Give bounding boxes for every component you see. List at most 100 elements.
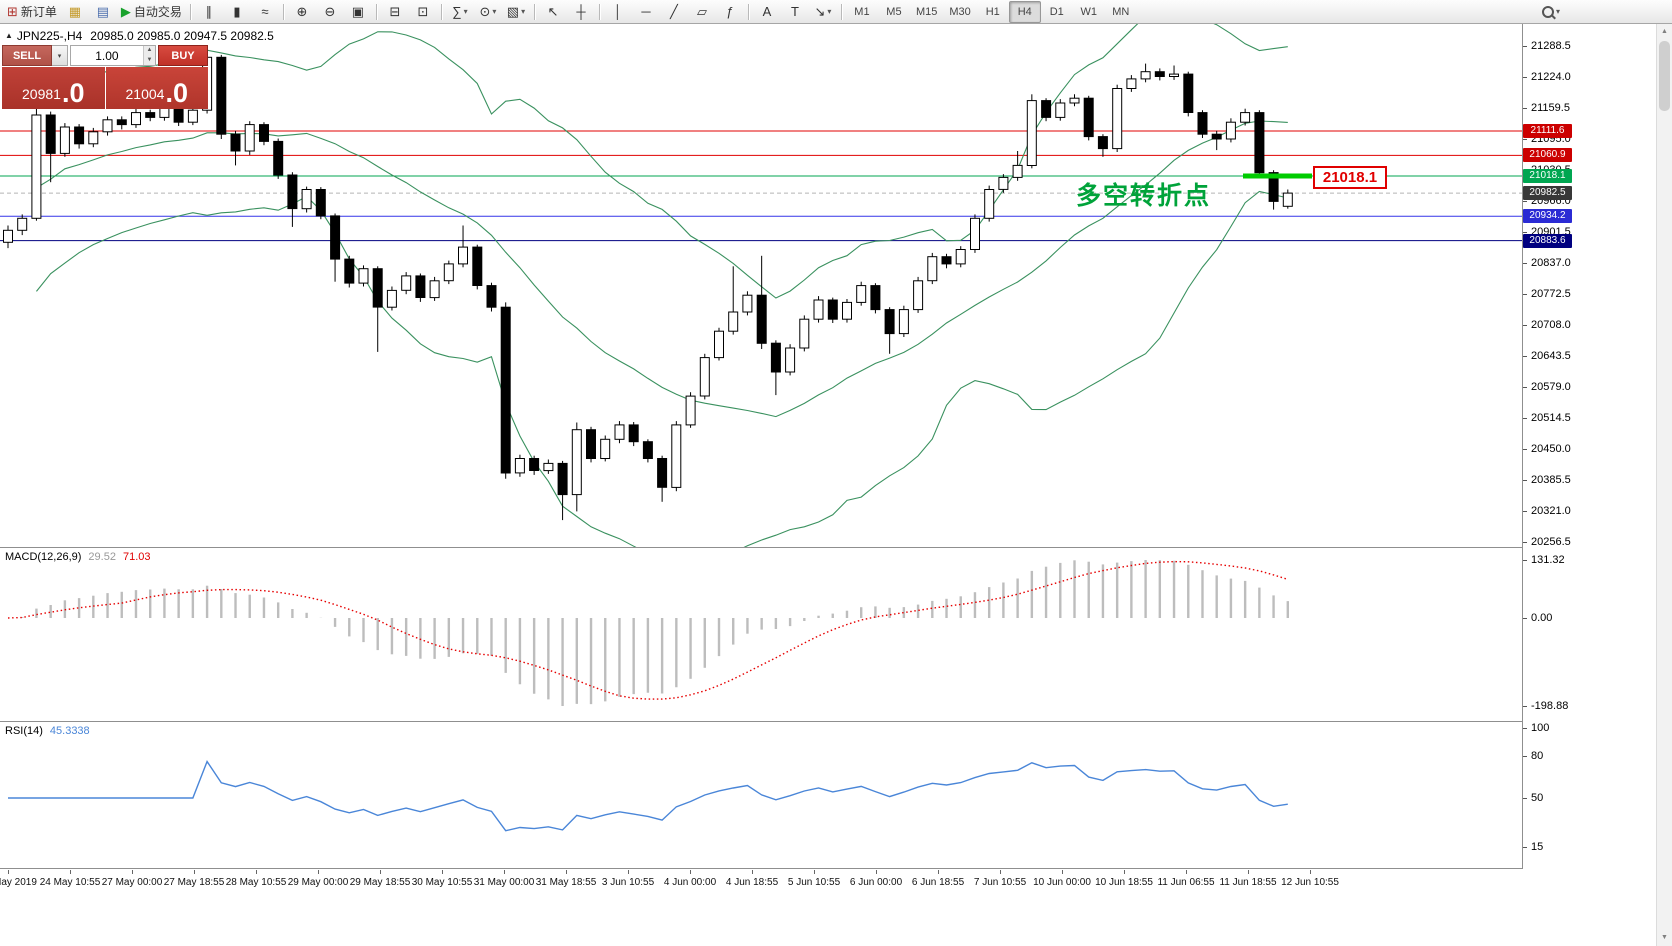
cascade-windows-button[interactable]: ⊟ xyxy=(381,1,409,23)
timeframe-mn-button[interactable]: MN xyxy=(1112,5,1130,18)
time-axis-tick xyxy=(132,870,133,874)
price-axis-tick xyxy=(1523,449,1527,450)
periods-button[interactable]: ⊙ ▾ xyxy=(474,1,502,23)
arrows-tool-button[interactable]: ↘ ▾ xyxy=(809,1,837,23)
macd-indicator-pane[interactable] xyxy=(0,548,1522,721)
horizontal-line-tool-icon: ─ xyxy=(641,4,651,19)
horizontal-line-tool-button[interactable]: ─ xyxy=(632,1,660,23)
timeframe-h1-button[interactable]: H1 xyxy=(985,5,1000,18)
time-axis-tick xyxy=(566,870,567,874)
main-toolbar: ⊞ 新订单 ▦ ▤ ▶ 自动交易 ∥ ▮ ≈ ⊕ ⊖ ▣ ⊟ ⊡ ∑ ▾ ⊙ ▾ ▧ ▾ ↖ ┼ │ ─ ╱ ▱ ƒ A T ↘ ▾ M1 M5… xyxy=(0,0,1672,24)
price-chart-pane[interactable] xyxy=(0,24,1522,547)
vertical-line-tool-button[interactable]: │ xyxy=(604,1,632,23)
volume-increase-button[interactable]: ▲ xyxy=(143,46,155,56)
price-axis[interactable]: 21288.521224.021159.521095.021030.520966… xyxy=(1523,24,1656,869)
cursor-icon: ↖ xyxy=(547,4,559,19)
scroll-up-button[interactable]: ▲ xyxy=(1661,28,1668,35)
timeframe-w1-button[interactable]: W1 xyxy=(1080,5,1098,18)
buy-price-display[interactable]: 21004.0 xyxy=(105,67,208,109)
bar-chart-mode-button[interactable]: ∥ xyxy=(195,1,223,23)
order-type-dropdown[interactable]: ▾ xyxy=(52,45,68,66)
toolbar-separator xyxy=(598,3,600,20)
fibonacci-tool-button[interactable]: ƒ xyxy=(716,1,744,23)
macd-axis-tick xyxy=(1523,618,1527,619)
zoom-out-button[interactable]: ⊖ xyxy=(316,1,344,23)
charts-window-button[interactable]: ▦ xyxy=(61,1,89,23)
time-axis-label: 28 May 10:55 xyxy=(225,877,287,888)
scroll-down-button[interactable]: ▼ xyxy=(1661,934,1668,941)
price-callout-label[interactable]: 21018.1 xyxy=(1313,166,1387,189)
toolbar-separator xyxy=(375,3,377,20)
line-chart-mode-button[interactable]: ≈ xyxy=(251,1,279,23)
timeframe-d1-button[interactable]: D1 xyxy=(1049,5,1064,18)
symbol-search-button[interactable]: ▾ xyxy=(1537,1,1565,23)
new-order-label: 新订单 xyxy=(20,5,57,19)
time-axis-label: 27 May 00:00 xyxy=(101,877,163,888)
sell-button[interactable]: SELL xyxy=(2,45,52,66)
time-axis-label: 27 May 18:55 xyxy=(163,877,225,888)
timeframe-m5-button[interactable]: M5 xyxy=(886,5,902,18)
data-window-button[interactable]: ▤ xyxy=(89,1,117,23)
zoom-in-button[interactable]: ⊕ xyxy=(288,1,316,23)
macd-label: MACD(12,26,9) 29.52 71.03 xyxy=(5,551,150,563)
timeframe-m1-button[interactable]: M1 xyxy=(854,5,870,18)
auto-arrange-button[interactable]: ⊡ xyxy=(409,1,437,23)
autotrading-button[interactable]: ▶ 自动交易 xyxy=(117,1,186,23)
macd-main-value: 29.52 xyxy=(88,551,116,563)
cursor-button[interactable]: ↖ xyxy=(539,1,567,23)
timeframe-h4-button[interactable]: H4 xyxy=(1008,0,1041,23)
price-axis-label: 20708.0 xyxy=(1531,319,1571,331)
macd-signal-line xyxy=(7,560,1289,700)
pane-separator[interactable] xyxy=(0,868,1656,869)
price-axis-label: 20643.5 xyxy=(1531,350,1571,362)
macd-axis-label: 131.32 xyxy=(1531,554,1565,566)
vertical-line-tool-icon: │ xyxy=(613,4,622,19)
bar-chart-mode-icon: ∥ xyxy=(205,4,213,19)
channel-tool-button[interactable]: ▱ xyxy=(688,1,716,23)
timeframe-m15-button[interactable]: M15 xyxy=(915,5,938,18)
crosshair-button[interactable]: ┼ xyxy=(567,1,595,23)
channel-tool-icon: ▱ xyxy=(696,4,707,19)
trendline-tool-button[interactable]: ╱ xyxy=(660,1,688,23)
candlestick-mode-button[interactable]: ▮ xyxy=(223,1,251,23)
tile-windows-button[interactable]: ▣ xyxy=(344,1,372,23)
timeframe-m30-button[interactable]: M30 xyxy=(949,5,971,18)
rsi-axis-label: 50 xyxy=(1531,792,1544,804)
sell-price-main: 20981 xyxy=(22,86,61,102)
volume-field: ▲ ▼ xyxy=(70,45,156,66)
volume-input[interactable] xyxy=(71,46,143,65)
buy-button[interactable]: BUY xyxy=(158,45,208,66)
pane-separator[interactable] xyxy=(0,547,1656,548)
toolbar-separator xyxy=(282,3,284,20)
time-axis-tick xyxy=(876,870,877,874)
templates-button[interactable]: ▧ ▾ xyxy=(502,1,530,23)
time-axis-tick xyxy=(442,870,443,874)
toolbar-separator xyxy=(440,3,442,20)
volume-decrease-button[interactable]: ▼ xyxy=(143,55,155,65)
price-axis-tick xyxy=(1523,480,1527,481)
price-axis-tick xyxy=(1523,325,1527,326)
collapse-arrow-icon[interactable]: ▲ xyxy=(5,31,13,40)
toolbar-separator xyxy=(189,3,191,20)
time-axis-label: 6 Jun 00:00 xyxy=(849,877,903,888)
time-axis-tick xyxy=(814,870,815,874)
scrollbar-thumb[interactable] xyxy=(1659,41,1670,111)
text-label-tool-button[interactable]: T xyxy=(781,1,809,23)
time-axis-tick xyxy=(8,870,9,874)
chevron-down-icon: ▾ xyxy=(463,7,468,16)
time-axis-label: 4 Jun 00:00 xyxy=(663,877,717,888)
rsi-axis-label: 100 xyxy=(1531,722,1550,734)
price-axis-label: 20385.5 xyxy=(1531,474,1571,486)
sell-price-display[interactable]: 20981.0 xyxy=(2,67,105,109)
rsi-indicator-pane[interactable] xyxy=(0,722,1522,868)
price-axis-tick xyxy=(1523,542,1527,543)
new-order-button[interactable]: ⊞ 新订单 xyxy=(3,1,61,23)
text-tool-button[interactable]: A xyxy=(753,1,781,23)
time-axis-tick xyxy=(1310,870,1311,874)
text-label-tool-icon: T xyxy=(790,4,799,19)
indicators-button[interactable]: ∑ ▾ xyxy=(446,1,474,23)
chart-annotation-text[interactable]: 多空转折点 xyxy=(1076,182,1212,210)
pane-separator[interactable] xyxy=(0,721,1656,722)
autotrading-label: 自动交易 xyxy=(133,5,182,19)
